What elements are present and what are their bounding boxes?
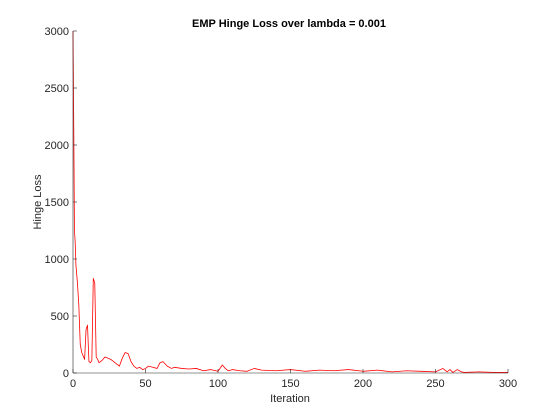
chart-title: EMP Hinge Loss over lambda = 0.001 [192,18,386,30]
x-axis-label: Iteration [270,393,310,405]
x-tick-label: 150 [281,378,299,390]
series-line-0 [72,30,508,373]
axes-layer: 0 50 100 150 200 250 3000500100015002000250030… [45,26,518,390]
plot-area [73,31,508,373]
y-tick-label: 1000 [45,254,69,266]
y-tick-label: 2500 [45,83,69,95]
y-tick-label: 0 [63,368,69,380]
x-tick-label: 50 [139,378,151,390]
x-tick-label: 200 [354,378,372,390]
series-layer [72,30,508,373]
y-tick-label: 3000 [45,26,69,38]
x-tick-label: 0 [70,378,76,390]
x-tick-label: 100 [209,378,227,390]
x-tick-label: 250 [426,378,444,390]
y-tick-label: 2000 [45,140,69,152]
y-axis-label: Hinge Loss [32,174,44,230]
y-tick-label: 500 [51,311,69,323]
y-tick-label: 1500 [45,197,69,209]
x-tick-label: 300 [499,378,517,390]
